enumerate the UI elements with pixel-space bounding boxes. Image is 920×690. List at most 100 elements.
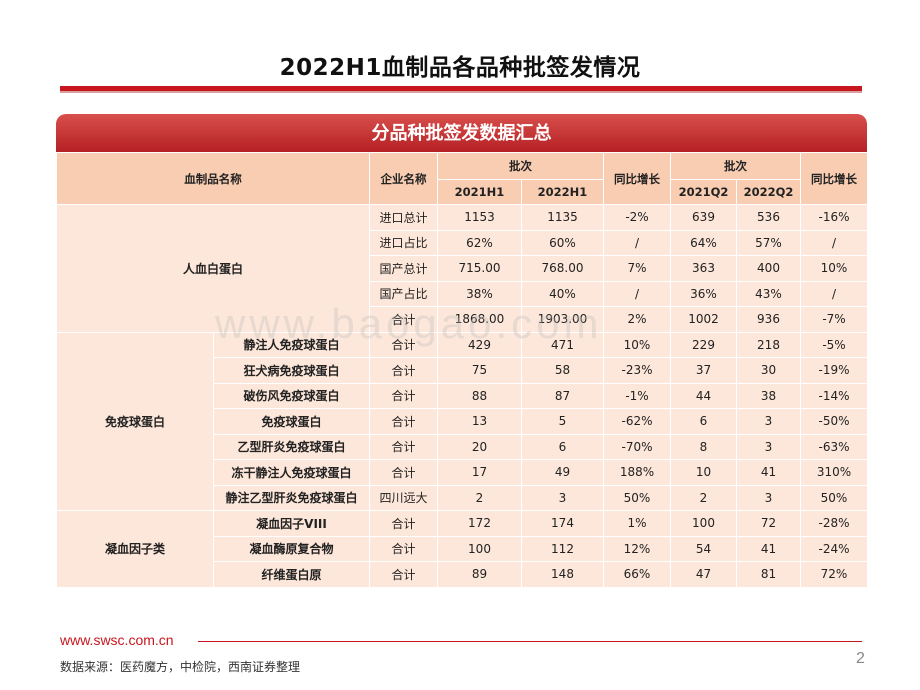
- value-2022h1: 112: [521, 535, 604, 562]
- table-row: 进口占比 62% 60%/64% 57% /: [57, 229, 868, 256]
- value-yoy-quarter: 72%: [800, 561, 868, 588]
- product-name: 静注人免疫球蛋白: [213, 331, 370, 358]
- value-2022q2: 81: [736, 561, 801, 588]
- header-enterprise: 企业名称: [369, 152, 438, 205]
- value-yoy-half: 10%: [603, 331, 671, 358]
- product-name: 凝血酶原复合物: [213, 535, 370, 562]
- enterprise-cell: 进口占比: [369, 229, 438, 256]
- value-yoy-quarter: -63%: [800, 433, 868, 460]
- table-row: 国产占比 38% 40%/36% 43% /: [57, 280, 868, 307]
- value-2022h1: 58: [521, 357, 604, 384]
- enterprise-cell: 合计: [369, 433, 438, 460]
- enterprise-cell: 合计: [369, 408, 438, 435]
- value-2022h1: 6: [521, 433, 604, 460]
- header-yoy-quarter: 同比增长: [800, 152, 868, 205]
- value-2021q2: 6: [670, 408, 737, 435]
- page-number: 2: [856, 650, 865, 667]
- product-name: 静注乙型肝炎免疫球蛋白: [213, 484, 370, 511]
- value-2021q2: 64%: [670, 229, 737, 256]
- value-2021q2: 47: [670, 561, 737, 588]
- value-2021h1: 17: [437, 459, 522, 486]
- value-2021q2: 1002: [670, 306, 737, 333]
- value-2022h1: 5: [521, 408, 604, 435]
- value-yoy-quarter: 50%: [800, 484, 868, 511]
- value-2022q2: 30: [736, 357, 801, 384]
- footer-divider: [198, 641, 862, 642]
- value-2021q2: 229: [670, 331, 737, 358]
- value-2022q2: 3: [736, 408, 801, 435]
- value-2021q2: 44: [670, 382, 737, 409]
- value-2021q2: 54: [670, 535, 737, 562]
- product-name: 纤维蛋白原: [213, 561, 370, 588]
- enterprise-cell: 合计: [369, 535, 438, 562]
- value-yoy-quarter: 310%: [800, 459, 868, 486]
- value-2021q2: 8: [670, 433, 737, 460]
- header-2021q2: 2021Q2: [670, 179, 737, 205]
- enterprise-cell: 合计: [369, 561, 438, 588]
- header-batches-half: 批次: [437, 152, 604, 180]
- table-row: 破伤风免疫球蛋白 合计 88 87 -1% 44 38 -14%: [57, 382, 868, 409]
- value-yoy-quarter: -28%: [800, 510, 868, 537]
- value-2022q2: 43%: [736, 280, 801, 307]
- value-2021q2: 639: [670, 204, 737, 231]
- value-yoy-half: -62%: [603, 408, 671, 435]
- value-2022q2: 536: [736, 204, 801, 231]
- value-2021h1: 89: [437, 561, 522, 588]
- enterprise-cell: 合计: [369, 331, 438, 358]
- value-2022q2: 57%: [736, 229, 801, 256]
- value-2022h1: 40%: [521, 280, 604, 307]
- value-2022q2: 72: [736, 510, 801, 537]
- header-batches-quarter: 批次: [670, 152, 801, 180]
- enterprise-cell: 进口总计: [369, 204, 438, 231]
- value-2021h1: 100: [437, 535, 522, 562]
- value-2022q2: 218: [736, 331, 801, 358]
- value-2021h1: 75: [437, 357, 522, 384]
- value-2022q2: 41: [736, 459, 801, 486]
- value-yoy-half: /: [603, 280, 671, 307]
- value-2022h1: 471: [521, 331, 604, 358]
- value-2021h1: 88: [437, 382, 522, 409]
- product-name: 狂犬病免疫球蛋白: [213, 357, 370, 384]
- table-row: 免疫球蛋白 静注人免疫球蛋白 合计 429 471 10% 229 218 -5%: [56, 331, 868, 511]
- value-2021q2: 100: [670, 510, 737, 537]
- cat-coagulation: 凝血因子类: [56, 510, 214, 588]
- table-banner: 分品种批签发数据汇总: [56, 114, 867, 152]
- table-body: 人血白蛋白 进口总计 1153 1135 -2% 639 536 -16% 进口占比 62% 60%…: [56, 204, 868, 588]
- value-2022h1: 3: [521, 484, 604, 511]
- value-2022q2: 3: [736, 433, 801, 460]
- cat-immunoglobulin: 免疫球蛋白: [56, 331, 214, 511]
- value-2022q2: 41: [736, 535, 801, 562]
- value-2022h1: 1135: [521, 204, 604, 231]
- table-row: 狂犬病免疫球蛋白 合计 75 58 -23% 37 30 -19%: [57, 357, 868, 384]
- value-yoy-quarter: -5%: [800, 331, 868, 358]
- value-yoy-quarter: -24%: [800, 535, 868, 562]
- enterprise-cell: 国产占比: [369, 280, 438, 307]
- value-2021h1: 172: [437, 510, 522, 537]
- value-yoy-quarter: -14%: [800, 382, 868, 409]
- value-2021q2: 37: [670, 357, 737, 384]
- product-name: 破伤风免疫球蛋白: [213, 382, 370, 409]
- title-divider: [60, 86, 862, 91]
- table-row: 纤维蛋白原 合计 89 148 66% 47 81 72%: [57, 561, 868, 588]
- table-row: 免疫球蛋白 合计 13 5 -62% 6 3 -50%: [57, 408, 868, 435]
- enterprise-cell: 合计: [369, 357, 438, 384]
- table-row: 凝血因子类 凝血因子VIII 合计 172 174 1% 100 72 -28%: [56, 510, 868, 588]
- value-2022q2: 936: [736, 306, 801, 333]
- value-yoy-quarter: /: [800, 229, 868, 256]
- product-name: 冻干静注人免疫球蛋白: [213, 459, 370, 486]
- value-2022h1: 87: [521, 382, 604, 409]
- value-2022h1: 768.00: [521, 255, 604, 282]
- value-2021q2: 10: [670, 459, 737, 486]
- header-product: 血制品名称: [56, 152, 370, 205]
- value-yoy-half: /: [603, 229, 671, 256]
- value-yoy-half: 12%: [603, 535, 671, 562]
- enterprise-cell: 四川远大: [369, 484, 438, 511]
- value-2021q2: 363: [670, 255, 737, 282]
- header-yoy-half: 同比增长: [603, 152, 671, 205]
- product-name: 凝血因子VIII: [213, 510, 370, 537]
- value-2022q2: 38: [736, 382, 801, 409]
- enterprise-cell: 国产总计: [369, 255, 438, 282]
- table-row: 冻干静注人免疫球蛋白 合计 17 49 188% 10 41 310%: [57, 459, 868, 486]
- value-yoy-half: 7%: [603, 255, 671, 282]
- value-yoy-quarter: -7%: [800, 306, 868, 333]
